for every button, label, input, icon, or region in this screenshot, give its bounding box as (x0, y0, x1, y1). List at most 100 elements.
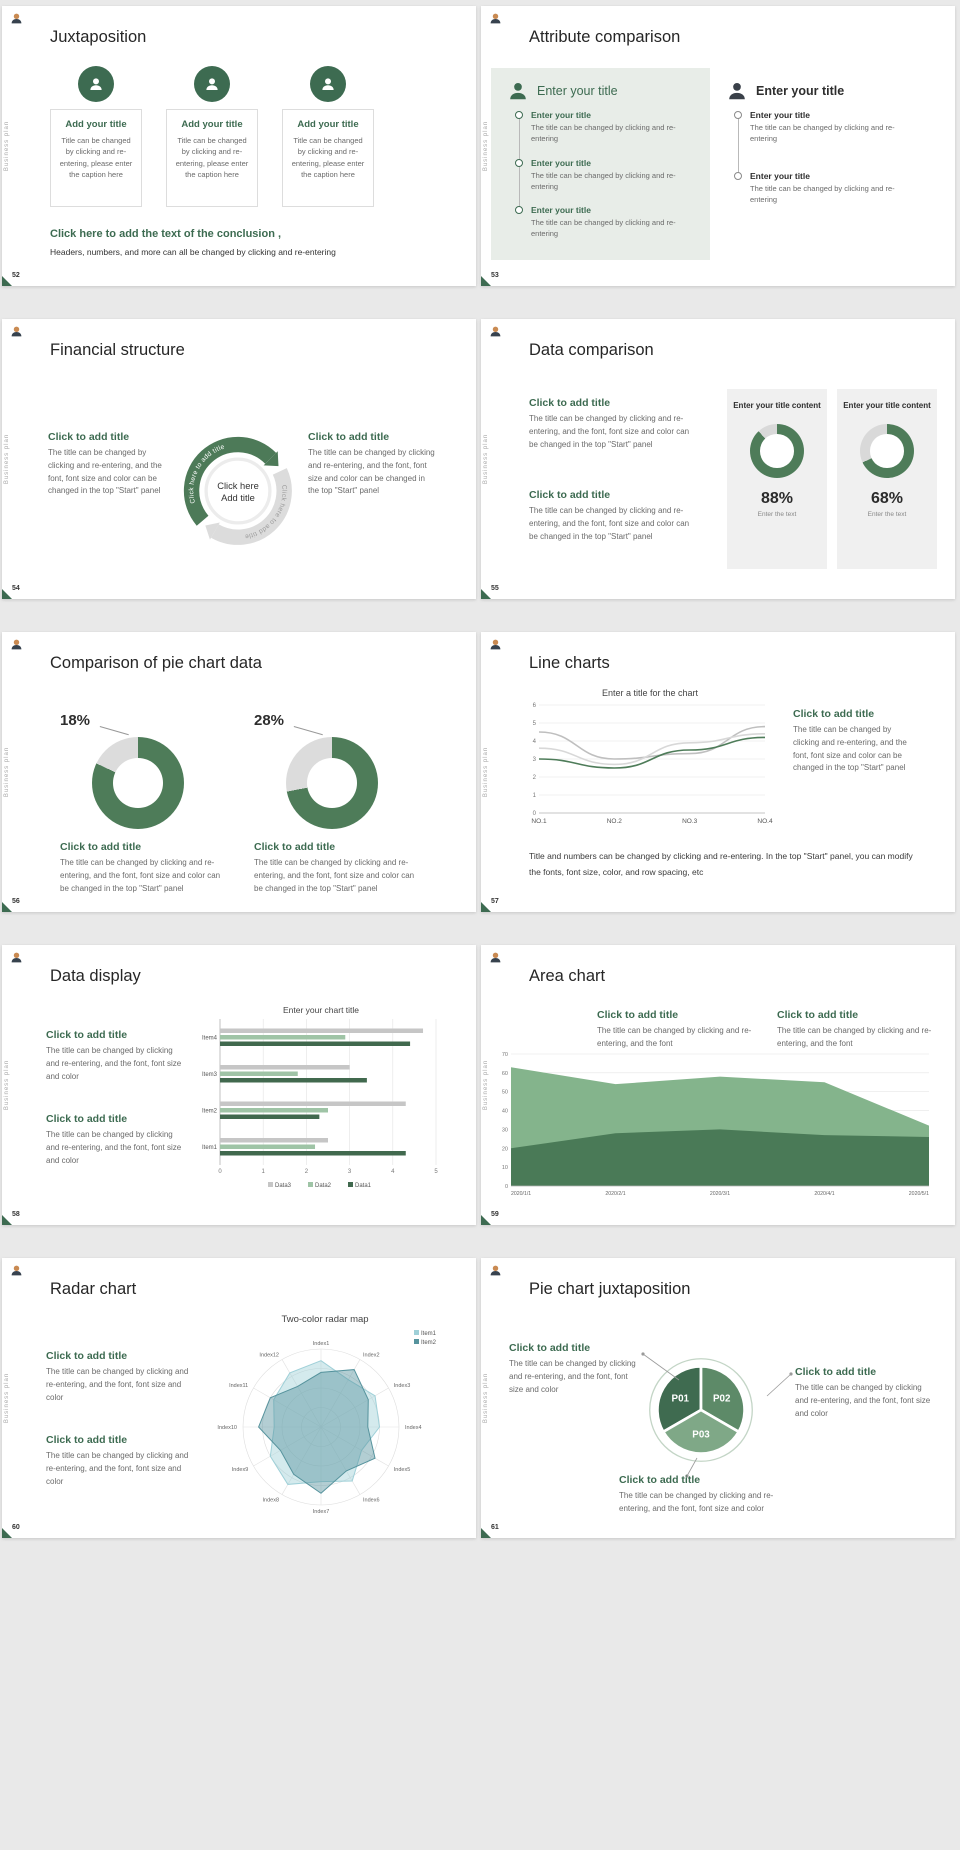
donut-chart (750, 423, 804, 478)
svg-text:2020/5/1: 2020/5/1 (909, 1191, 929, 1197)
slide-title: Radar chart (50, 1280, 137, 1298)
cycle-arrow-green (183, 436, 277, 526)
chart-canvas: Index1 Index2 Index3 Index4 Index5 Index6 Inde… (196, 1327, 454, 1523)
slide-number: 61 (491, 1524, 499, 1531)
conclusion-title: Click here to add the text of the conclu… (50, 228, 282, 240)
card-caption: Title can be changed by clicking and re-… (175, 136, 249, 179)
svg-text:70: 70 (502, 1052, 508, 1058)
svg-text:Item1: Item1 (421, 1331, 437, 1337)
slide-number: 56 (12, 898, 20, 905)
block-caption: The title can be changed by clicking and… (509, 1359, 636, 1394)
chart-title: Enter your chart title (282, 1005, 360, 1015)
block-title: Click to add title (48, 431, 130, 443)
corner-accent (2, 1215, 12, 1225)
slide-60-radar-chart[interactable]: Business plan Radar chart Click to add t… (2, 1258, 476, 1538)
slide-number: 54 (12, 585, 20, 592)
slide-53-attribute-comparison[interactable]: Business plan Attribute comparison Enter… (481, 6, 955, 286)
slide-52-juxtaposition[interactable]: Business plan Juxtaposition Add your tit… (2, 6, 476, 286)
block-title: Click to add title (46, 1434, 128, 1446)
slide-title: Area chart (529, 967, 606, 985)
svg-text:1: 1 (262, 1169, 266, 1175)
card-caption: Title can be changed by clicking and re-… (291, 136, 365, 179)
svg-text:2: 2 (533, 775, 537, 781)
text-block: Click to add title The title can be chan… (46, 1350, 196, 1404)
svg-text:Index4: Index4 (405, 1425, 422, 1431)
logo-icon (11, 13, 22, 24)
block-caption: The title can be changed by clicking and… (254, 858, 415, 893)
block-title: Click to add title (795, 1366, 877, 1378)
slide-58-data-display[interactable]: Business plan Data display Click to add … (2, 945, 476, 1225)
sidebar-vertical-label: Business plan (483, 1372, 489, 1424)
slide-title: Line charts (529, 654, 610, 672)
card: Add your title Title can be changed by c… (282, 109, 374, 207)
panel-header: Enter your title content (733, 401, 821, 410)
text-block: Click to add title The title can be chan… (795, 1366, 935, 1420)
template-preview-grid: Business plan Juxtaposition Add your tit… (2, 6, 955, 1538)
chart-canvas: 0 1 2 3 4 5 6 NO.1 NO.2 NO.3 NO.4 (525, 700, 773, 826)
sidebar-vertical-label: Business plan (4, 1059, 10, 1111)
pie-chart: P01 P02 P03 (649, 1358, 753, 1462)
svg-text:Index5: Index5 (394, 1467, 411, 1473)
text-block: Click to add title The title can be chan… (46, 1029, 188, 1083)
slide-55-data-comparison[interactable]: Business plan Data comparison Click to a… (481, 319, 955, 599)
percent-label: 18% (60, 712, 91, 729)
svg-text:NO.1: NO.1 (531, 818, 547, 825)
slide-number: 60 (12, 1524, 20, 1531)
slide-number: 58 (12, 1211, 20, 1218)
text-block: Click to add title The title can be chan… (793, 708, 919, 775)
corner-accent (2, 589, 12, 599)
svg-text:Item3: Item3 (202, 1072, 218, 1078)
text-block-left: Click to add title The title can be chan… (48, 431, 170, 498)
svg-text:2020/2/1: 2020/2/1 (605, 1191, 625, 1197)
timeline-item: Enter your title The title can be change… (734, 110, 917, 145)
svg-text:2020/3/1: 2020/3/1 (710, 1191, 730, 1197)
block-title: Click to add title (60, 841, 142, 853)
svg-text:Index2: Index2 (363, 1352, 380, 1358)
panel-header: Enter your title (537, 84, 618, 98)
card-title: Add your title (297, 119, 359, 130)
pie-segment-p03 (661, 1408, 741, 1455)
svg-text:Index10: Index10 (217, 1425, 237, 1431)
slide-title: Financial structure (50, 341, 185, 359)
card: Add your title Title can be changed by c… (166, 109, 258, 207)
slide-title: Attribute comparison (529, 28, 681, 46)
chart-canvas: 0 10 20 30 40 50 60 70 2020/1/1 2020/2/1 2020/3/1 2… (493, 1049, 939, 1197)
item-caption: The title can be changed by clicking and… (531, 123, 676, 144)
svg-text:2: 2 (305, 1169, 309, 1175)
svg-text:Index6: Index6 (363, 1498, 380, 1504)
block-title: Click to add title (46, 1029, 128, 1041)
text-block: Click to add title The title can be chan… (597, 1009, 765, 1051)
logo-icon (11, 639, 22, 650)
slide-56-pie-comparison[interactable]: Business plan Comparison of pie chart da… (2, 632, 476, 912)
slide-57-line-charts[interactable]: Business plan Line charts Enter a title … (481, 632, 955, 912)
svg-text:1: 1 (533, 793, 537, 799)
sidebar-vertical-label: Business plan (483, 120, 489, 172)
text-block: Click to add title The title can be chan… (777, 1009, 939, 1051)
corner-accent (481, 1215, 491, 1225)
conclusion-body: Headers, numbers, and more can all be ch… (50, 247, 336, 257)
block-title: Click to add title (509, 1342, 591, 1354)
stat-panel: Enter your title content 68% Enter the t… (837, 389, 937, 569)
right-panel: Enter your title Enter your title The ti… (710, 68, 929, 260)
person-icon (510, 83, 526, 100)
slide-59-area-chart[interactable]: Business plan Area chart Click to add ti… (481, 945, 955, 1225)
logo-icon (490, 326, 501, 337)
text-block: Click to add title The title can be chan… (46, 1113, 188, 1167)
logo-icon (11, 952, 22, 963)
card: Add your title Title can be changed by c… (50, 109, 142, 207)
corner-accent (481, 589, 491, 599)
slide-number: 57 (491, 898, 499, 905)
svg-text:Index8: Index8 (262, 1498, 279, 1504)
svg-text:Data2: Data2 (315, 1183, 332, 1189)
cycle-center (204, 457, 272, 525)
block-title: Click to add title (254, 841, 336, 853)
slide-number: 59 (491, 1211, 499, 1218)
corner-accent (2, 276, 12, 286)
block-caption: The title can be changed by clicking and… (619, 1491, 774, 1513)
svg-text:2020/1/1: 2020/1/1 (511, 1191, 531, 1197)
logo-icon (11, 326, 22, 337)
block-title: Click to add title (529, 489, 611, 501)
slide-54-financial-structure[interactable]: Business plan Financial structure Click … (2, 319, 476, 599)
slide-61-pie-juxtaposition[interactable]: Business plan Pie chart juxtaposition P0… (481, 1258, 955, 1538)
svg-text:20: 20 (502, 1146, 508, 1152)
